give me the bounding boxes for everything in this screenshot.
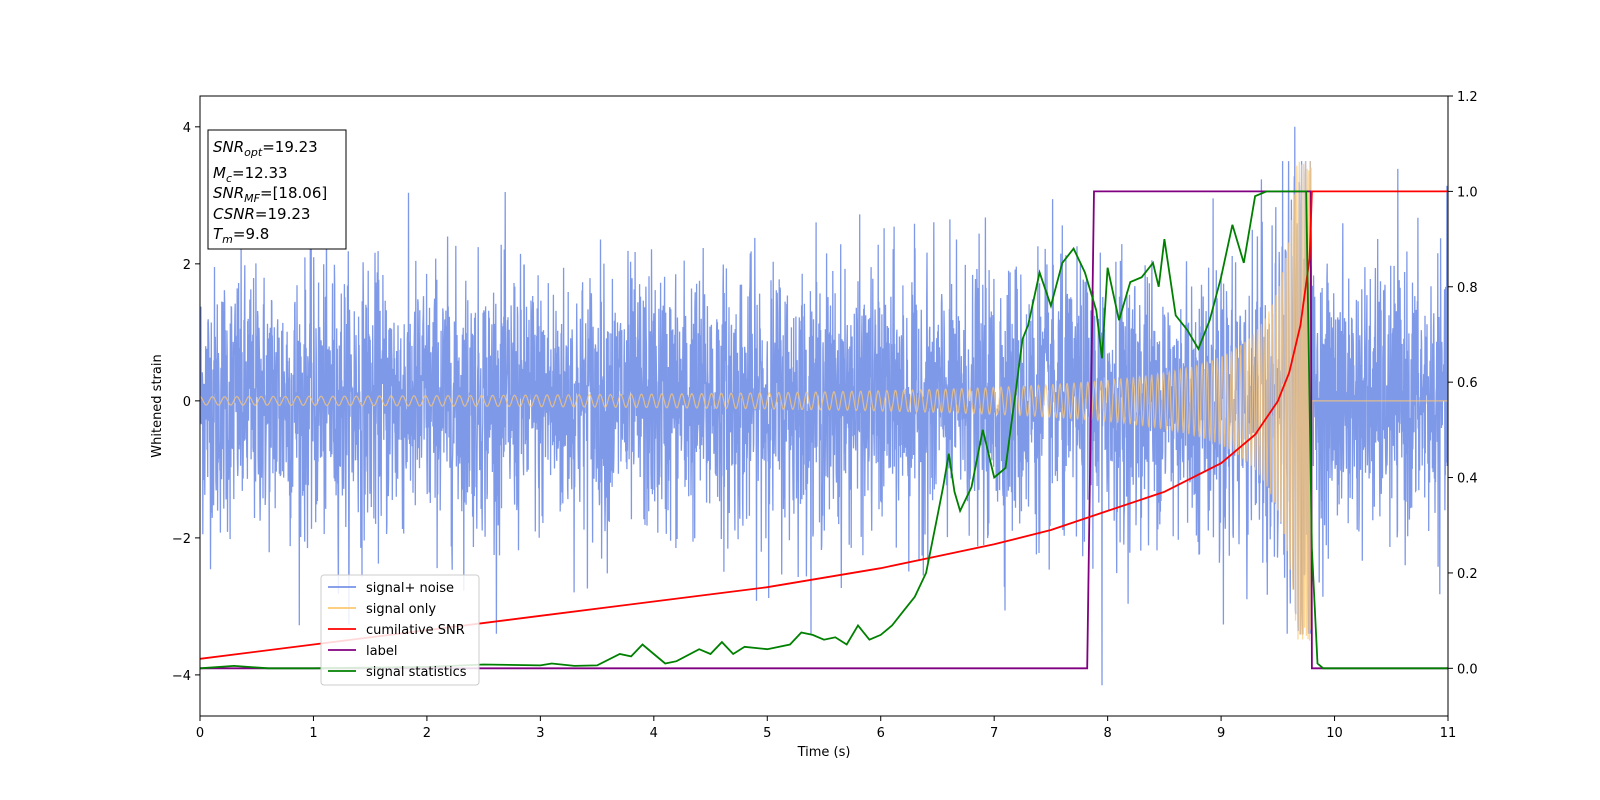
info-box: SNRopt=19.23 Mc=12.33 SNRMF=[18.06] CSNR… xyxy=(207,129,347,250)
left-y-tick-label: 0 xyxy=(183,395,191,410)
x-axis-ticks: 0 1 2 3 4 5 6 7 8 9 10 11 xyxy=(196,716,1456,741)
info-snr-opt-value: 19.23 xyxy=(275,138,318,156)
x-tick-label: 9 xyxy=(1217,726,1225,741)
legend-label: label xyxy=(366,644,397,659)
info-snr-mf: SNRMF=[18.06] xyxy=(213,184,327,205)
series-signal-statistics-line xyxy=(200,190,1448,670)
legend-label: signal only xyxy=(366,602,436,617)
left-y-tick-label: −4 xyxy=(172,669,191,684)
legend-label: signal statistics xyxy=(366,665,467,680)
right-y-tick-label: 0.8 xyxy=(1457,281,1478,296)
info-snr-mf-value: [18.06] xyxy=(273,184,328,202)
x-tick-label: 5 xyxy=(763,726,771,741)
right-y-tick-label: 0.6 xyxy=(1457,376,1478,391)
right-y-tick-label: 0.0 xyxy=(1457,662,1478,677)
x-tick-label: 2 xyxy=(423,726,431,741)
legend-label: signal+ noise xyxy=(366,581,454,596)
y-axis-label: Whitened strain xyxy=(150,354,165,457)
info-tm: Tm=9.8 xyxy=(213,225,269,246)
x-tick-label: 11 xyxy=(1440,726,1457,741)
left-y-tick-label: 2 xyxy=(183,258,191,273)
series-signal-noise-line xyxy=(200,126,1448,686)
x-axis-label: Time (s) xyxy=(797,745,851,760)
legend: signal+ noise signal only cumilative SNR la… xyxy=(320,574,480,686)
plot-area xyxy=(200,126,1448,686)
right-y-tick-label: 1.2 xyxy=(1457,90,1478,105)
x-tick-label: 0 xyxy=(196,726,204,741)
right-y-tick-label: 0.2 xyxy=(1457,567,1478,582)
info-mc-value: 12.33 xyxy=(245,164,288,182)
right-y-axis-ticks: 0.0 0.2 0.4 0.6 0.8 1.0 1.2 xyxy=(1448,90,1478,677)
info-csnr: CSNR=19.23 xyxy=(213,205,310,223)
right-y-tick-label: 1.0 xyxy=(1457,185,1478,200)
info-snr-opt: SNRopt=19.23 xyxy=(213,138,318,159)
info-mc: Mc=12.33 xyxy=(213,164,288,185)
series-cumulative-snr-line xyxy=(200,190,1448,660)
x-tick-label: 7 xyxy=(990,726,998,741)
x-tick-label: 1 xyxy=(309,726,317,741)
left-y-axis-ticks: −4 −2 0 2 4 xyxy=(172,121,200,684)
legend-frame xyxy=(320,574,480,686)
left-y-tick-label: 4 xyxy=(183,121,191,136)
series-signal-only-line xyxy=(200,161,1448,641)
x-tick-label: 10 xyxy=(1326,726,1343,741)
right-y-tick-label: 0.4 xyxy=(1457,472,1478,487)
info-csnr-value: 19.23 xyxy=(268,205,311,223)
info-box-frame xyxy=(207,129,347,250)
x-tick-label: 3 xyxy=(536,726,544,741)
axes-frame xyxy=(199,95,1449,717)
x-tick-label: 4 xyxy=(650,726,658,741)
info-tm-value: 9.8 xyxy=(245,225,269,243)
legend-label: cumilative SNR xyxy=(366,623,465,638)
x-tick-label: 6 xyxy=(877,726,885,741)
left-y-tick-label: −2 xyxy=(172,532,191,547)
x-tick-label: 8 xyxy=(1103,726,1111,741)
